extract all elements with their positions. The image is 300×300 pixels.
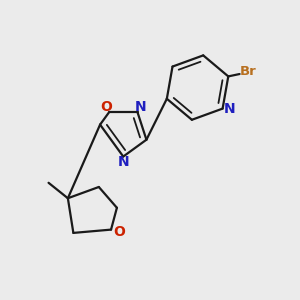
Text: N: N: [118, 155, 130, 170]
Text: Br: Br: [240, 65, 257, 78]
Text: N: N: [223, 102, 235, 116]
Text: O: O: [100, 100, 112, 114]
Text: O: O: [113, 225, 125, 239]
Text: N: N: [135, 100, 146, 114]
